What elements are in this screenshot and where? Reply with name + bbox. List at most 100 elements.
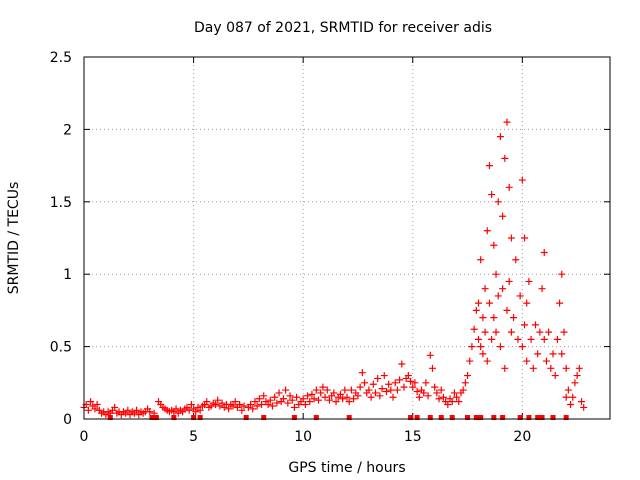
data-point	[490, 241, 498, 249]
data-point	[376, 392, 384, 400]
data-point	[409, 383, 417, 391]
data-point	[507, 328, 515, 336]
data-point	[483, 227, 491, 235]
data-point	[545, 328, 553, 336]
data-point	[470, 325, 478, 333]
data-point	[485, 299, 493, 307]
data-point	[477, 343, 485, 351]
data-point	[378, 385, 386, 393]
data-point	[391, 379, 399, 387]
data-point	[268, 402, 276, 410]
plot-frame	[83, 56, 611, 420]
data-point	[479, 350, 487, 358]
data-point	[437, 386, 445, 394]
data-point	[411, 379, 419, 387]
data-point	[527, 335, 535, 343]
data-point	[485, 162, 493, 170]
data-point	[521, 321, 529, 329]
y-tick-label: 2	[63, 122, 72, 138]
zero-marker	[465, 415, 471, 420]
data-point	[490, 314, 498, 322]
data-point	[317, 389, 325, 397]
data-point	[488, 335, 496, 343]
zero-marker	[563, 415, 569, 420]
data-point	[347, 386, 355, 394]
data-point	[499, 285, 507, 293]
data-point	[398, 360, 406, 368]
data-point	[264, 401, 272, 409]
data-point	[341, 386, 349, 394]
data-point	[496, 343, 504, 351]
data-point	[534, 350, 542, 358]
zero-marker	[539, 415, 545, 420]
data-point	[553, 335, 561, 343]
data-point	[540, 248, 548, 256]
data-point	[258, 401, 266, 409]
data-point	[339, 395, 347, 403]
data-point	[367, 393, 375, 401]
data-point	[301, 401, 309, 409]
zero-marker	[517, 415, 523, 420]
data-point	[284, 399, 292, 407]
axis-ticks: 0 5 10 15 20 0 0.5 1 1.5 2 2.5	[50, 50, 610, 445]
data-point	[354, 392, 362, 400]
data-point	[499, 212, 507, 220]
data-point	[293, 393, 301, 401]
data-point	[483, 357, 491, 365]
data-point	[133, 406, 141, 414]
chart-title: Day 087 of 2021, SRMTID for receiver adi…	[194, 20, 492, 36]
y-axis-label: SRMTID / TECUs	[6, 182, 22, 295]
data-point	[404, 372, 412, 380]
x-tick-label: 20	[513, 429, 531, 445]
data-point	[542, 357, 550, 365]
zero-marker	[291, 415, 297, 420]
data-point	[453, 393, 461, 401]
zero-marker	[346, 415, 352, 420]
data-point	[380, 372, 388, 380]
data-point	[424, 392, 432, 400]
zero-marker	[526, 415, 532, 420]
data-point	[93, 401, 101, 409]
data-point	[393, 386, 401, 394]
data-point	[439, 393, 447, 401]
data-point	[536, 328, 544, 336]
x-tick-label: 10	[294, 429, 312, 445]
data-point	[273, 399, 281, 407]
data-point	[501, 154, 509, 162]
data-point	[556, 299, 564, 307]
data-point	[549, 350, 557, 358]
zero-marker	[535, 415, 541, 420]
data-point	[365, 386, 373, 394]
data-point	[288, 396, 296, 404]
data-point	[308, 390, 316, 398]
data-point	[514, 335, 522, 343]
data-point	[396, 376, 404, 384]
data-point	[510, 314, 518, 322]
data-point	[472, 306, 480, 314]
data-point	[531, 321, 539, 329]
y-tick-label: 2.5	[50, 50, 72, 66]
data-point	[84, 406, 92, 414]
data-point	[225, 405, 233, 413]
data-point	[310, 395, 318, 403]
data-point	[492, 328, 500, 336]
data-point	[525, 277, 533, 285]
data-points	[80, 118, 588, 420]
data-point	[420, 389, 428, 397]
y-tick-label: 1	[63, 267, 72, 283]
data-point	[271, 393, 279, 401]
data-point	[562, 364, 570, 372]
data-point	[345, 398, 353, 406]
data-point	[413, 387, 421, 395]
data-point	[382, 387, 390, 395]
data-point	[124, 406, 132, 414]
data-point	[343, 393, 351, 401]
zero-marker	[153, 415, 159, 420]
data-point	[212, 401, 219, 409]
data-point	[521, 234, 529, 242]
data-point	[249, 405, 257, 413]
data-point	[192, 408, 200, 416]
data-point	[385, 380, 393, 388]
data-point	[422, 379, 430, 387]
data-point	[444, 401, 452, 409]
